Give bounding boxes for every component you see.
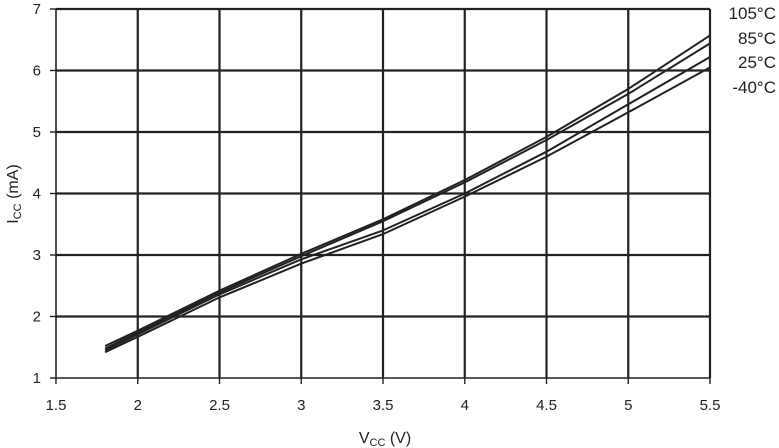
x-tick-label: 1.5 [46, 397, 67, 414]
x-tick-label: 3 [297, 397, 305, 414]
legend-label: 85°C [738, 29, 776, 48]
y-tick-label: 1 [33, 370, 41, 387]
x-tick-label: 4 [461, 397, 469, 414]
x-tick-label: 5 [624, 397, 632, 414]
x-tick-label: 4.5 [536, 397, 557, 414]
grid [50, 7, 712, 384]
series-lines [104, 34, 711, 354]
x-tick-label: 2.5 [209, 397, 230, 414]
legend: 105°C 85°C 25°C -40°C [729, 4, 776, 97]
x-tick-label: 5.5 [700, 397, 721, 414]
series-line-2 [104, 56, 711, 352]
y-tick-label: 5 [33, 124, 41, 141]
y-tick-label: 4 [33, 186, 41, 203]
tick-labels: 1.5 2 2.5 3 3.5 4 4.5 5 5.5 1 2 3 4 5 6 7 [33, 1, 721, 414]
y-tick-label: 2 [33, 309, 41, 326]
y-tick-label: 3 [33, 247, 41, 264]
y-axis-label: ICC (mA) [5, 164, 24, 223]
x-tick-label: 3.5 [373, 397, 394, 414]
x-axis-label: VCC (V) [359, 430, 411, 448]
legend-label: 25°C [738, 53, 776, 72]
series-line-3 [104, 66, 711, 354]
legend-label: -40°C [732, 78, 776, 97]
y-tick-label: 6 [33, 63, 41, 80]
x-tick-label: 2 [134, 397, 142, 414]
series-line-0 [104, 34, 711, 347]
legend-label: 105°C [729, 4, 776, 23]
series-line-1 [104, 42, 711, 350]
y-tick-label: 7 [33, 1, 41, 18]
